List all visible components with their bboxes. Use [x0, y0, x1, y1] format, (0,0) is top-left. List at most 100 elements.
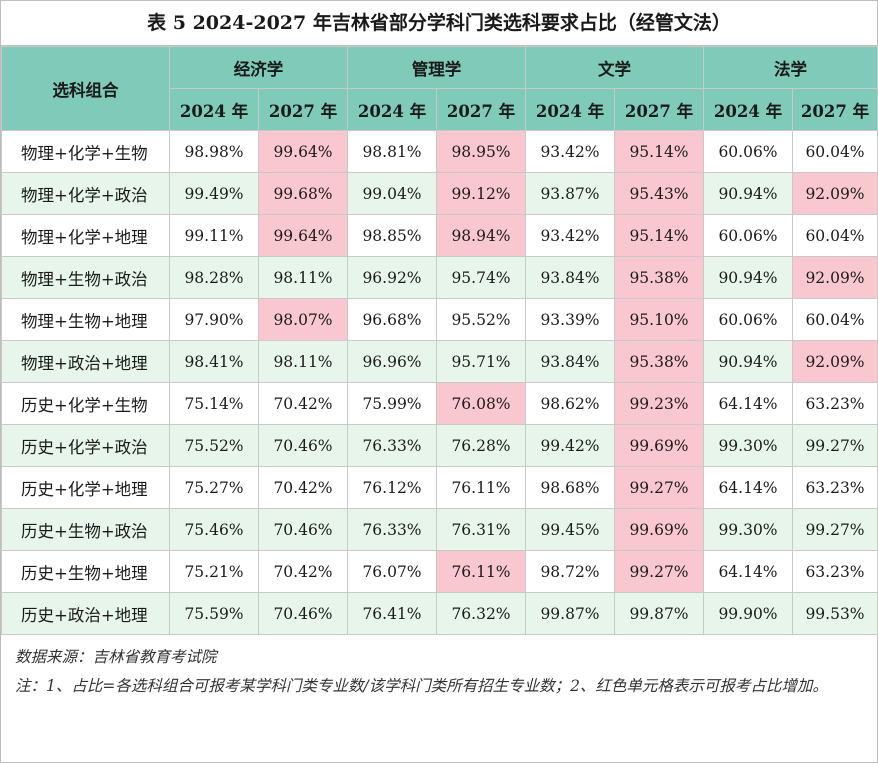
value-cell: 76.31% — [436, 508, 526, 551]
combo-cell: 物理+生物+政治 — [1, 256, 170, 299]
table-row: 历史+生物+地理 75.21% 70.42% 76.07% 76.11% 98.72% 99… — [1, 550, 878, 593]
value-cell: 60.06% — [703, 298, 793, 341]
value-cell: 90.94% — [703, 340, 793, 383]
combo-cell: 物理+化学+地理 — [1, 214, 170, 257]
table-row: 物理+化学+政治 99.49% 99.68% 99.04% 99.12% 93.87% 95… — [1, 172, 878, 215]
highlighted-value-cell: 95.14% — [614, 214, 704, 257]
table-row: 物理+生物+地理 97.90% 98.07% 96.68% 95.52% 93.39% 95… — [1, 298, 878, 341]
value-cell: 70.42% — [258, 550, 348, 593]
value-cell: 64.14% — [703, 550, 793, 593]
value-cell: 60.06% — [703, 214, 793, 257]
highlighted-value-cell: 99.27% — [614, 466, 704, 509]
value-cell: 97.90% — [169, 298, 259, 341]
value-cell: 76.32% — [436, 592, 526, 635]
highlighted-value-cell: 92.09% — [792, 172, 878, 215]
value-cell: 70.42% — [258, 466, 348, 509]
value-cell: 93.42% — [525, 214, 615, 257]
value-cell: 93.39% — [525, 298, 615, 341]
value-cell: 99.42% — [525, 424, 615, 467]
value-cell: 99.53% — [792, 592, 878, 635]
year-header: 2024 年 — [703, 88, 793, 131]
value-cell: 95.74% — [436, 256, 526, 299]
year-header: 2024 年 — [525, 88, 615, 131]
value-cell: 93.87% — [525, 172, 615, 215]
table-notes: 数据来源：吉林省教育考试院 注：1、占比=各选科组合可报考某学科门类专业数/该学… — [1, 635, 877, 701]
year-header: 2024 年 — [169, 88, 259, 131]
value-cell: 98.28% — [169, 256, 259, 299]
highlighted-value-cell: 98.07% — [258, 298, 348, 341]
table-row: 历史+化学+生物 75.14% 70.42% 75.99% 76.08% 98.62% 99… — [1, 382, 878, 425]
combo-cell: 历史+化学+地理 — [1, 466, 170, 509]
combo-cell: 历史+生物+地理 — [1, 550, 170, 593]
combo-cell: 物理+化学+政治 — [1, 172, 170, 215]
highlighted-value-cell: 99.27% — [614, 550, 704, 593]
highlighted-value-cell: 95.43% — [614, 172, 704, 215]
year-header: 2027 年 — [614, 88, 704, 131]
highlighted-value-cell: 98.95% — [436, 130, 526, 173]
value-cell: 76.28% — [436, 424, 526, 467]
value-cell: 63.23% — [792, 382, 878, 425]
highlighted-value-cell: 92.09% — [792, 256, 878, 299]
value-cell: 76.33% — [347, 508, 437, 551]
value-cell: 99.04% — [347, 172, 437, 215]
value-cell: 99.87% — [525, 592, 615, 635]
value-cell: 98.68% — [525, 466, 615, 509]
value-cell: 93.84% — [525, 256, 615, 299]
table-row: 历史+生物+政治 75.46% 70.46% 76.33% 76.31% 99.45% 99… — [1, 508, 878, 551]
highlighted-value-cell: 98.94% — [436, 214, 526, 257]
value-cell: 99.27% — [792, 508, 878, 551]
value-cell: 99.87% — [614, 592, 704, 635]
table-row: 物理+化学+生物 98.98% 99.64% 98.81% 98.95% 93.42% 95… — [1, 130, 878, 173]
category-header-literature: 文学 — [525, 46, 704, 89]
value-cell: 75.52% — [169, 424, 259, 467]
combo-cell: 历史+化学+生物 — [1, 382, 170, 425]
value-cell: 95.52% — [436, 298, 526, 341]
table-row: 物理+化学+地理 99.11% 99.64% 98.85% 98.94% 93.42% 95… — [1, 214, 878, 257]
value-cell: 93.84% — [525, 340, 615, 383]
highlighted-value-cell: 76.08% — [436, 382, 526, 425]
highlighted-value-cell: 95.14% — [614, 130, 704, 173]
value-cell: 98.62% — [525, 382, 615, 425]
highlighted-value-cell: 95.10% — [614, 298, 704, 341]
highlighted-value-cell: 99.23% — [614, 382, 704, 425]
value-cell: 64.14% — [703, 382, 793, 425]
value-cell: 98.81% — [347, 130, 437, 173]
value-cell: 60.04% — [792, 214, 878, 257]
value-cell: 90.94% — [703, 256, 793, 299]
value-cell: 64.14% — [703, 466, 793, 509]
value-cell: 70.42% — [258, 382, 348, 425]
value-cell: 63.23% — [792, 466, 878, 509]
year-header: 2027 年 — [792, 88, 878, 131]
combo-column-header: 选科组合 — [1, 46, 170, 131]
combo-cell: 历史+化学+政治 — [1, 424, 170, 467]
explanation-note: 注：1、占比=各选科组合可报考某学科门类专业数/该学科门类所有招生专业数；2、红… — [15, 677, 828, 695]
value-cell: 98.11% — [258, 256, 348, 299]
value-cell: 76.12% — [347, 466, 437, 509]
combo-cell: 历史+政治+地理 — [1, 592, 170, 635]
data-table: 选科组合 经济学 管理学 文学 法学 2024 年 2027 年 2024 年 … — [1, 46, 878, 635]
year-header: 2027 年 — [436, 88, 526, 131]
table-row: 物理+生物+政治 98.28% 98.11% 96.92% 95.74% 93.84% 95… — [1, 256, 878, 299]
value-cell: 75.27% — [169, 466, 259, 509]
value-cell: 75.14% — [169, 382, 259, 425]
value-cell: 70.46% — [258, 424, 348, 467]
value-cell: 96.96% — [347, 340, 437, 383]
category-header-economics: 经济学 — [169, 46, 348, 89]
highlighted-value-cell: 99.64% — [258, 214, 348, 257]
value-cell: 75.99% — [347, 382, 437, 425]
highlighted-value-cell: 99.69% — [614, 424, 704, 467]
highlighted-value-cell: 92.09% — [792, 340, 878, 383]
value-cell: 60.04% — [792, 298, 878, 341]
year-header: 2027 年 — [258, 88, 348, 131]
year-header: 2024 年 — [347, 88, 437, 131]
combo-cell: 物理+化学+生物 — [1, 130, 170, 173]
table-title: 表 5 2024-2027 年吉林省部分学科门类选科要求占比（经管文法） — [1, 1, 877, 46]
value-cell: 75.21% — [169, 550, 259, 593]
value-cell: 99.49% — [169, 172, 259, 215]
value-cell: 60.06% — [703, 130, 793, 173]
value-cell: 99.30% — [703, 508, 793, 551]
value-cell: 96.68% — [347, 298, 437, 341]
table-row: 历史+政治+地理 75.59% 70.46% 76.41% 76.32% 99.87% 99… — [1, 592, 878, 635]
combo-cell: 历史+生物+政治 — [1, 508, 170, 551]
